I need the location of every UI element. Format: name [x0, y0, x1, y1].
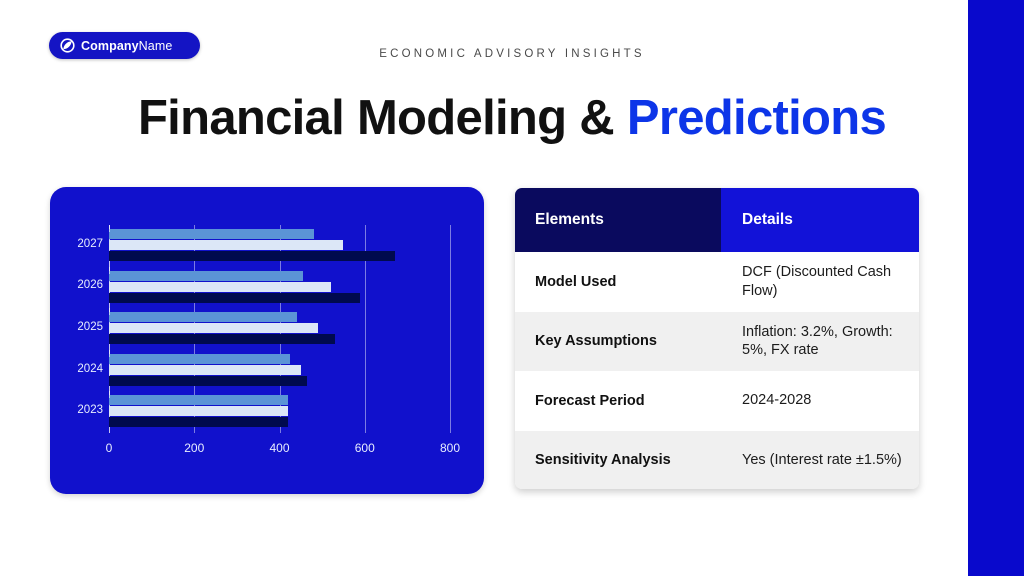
tick-stub-2025 — [109, 308, 110, 316]
bar-2027-series-1 — [109, 229, 314, 239]
gridline-800 — [450, 225, 451, 433]
bar-2023-series-1 — [109, 395, 289, 406]
tick-stub-2027 — [109, 225, 110, 232]
bar-2027-series-3 — [109, 251, 395, 261]
bar-group-2027: 2027 — [77, 225, 450, 267]
details-table-card: Elements Details Model Used DCF (Discount… — [515, 188, 919, 489]
table-cell-element: Forecast Period — [535, 392, 645, 409]
y-axis-label-2024: 2024 — [77, 362, 103, 375]
tick-stub-2024 — [109, 349, 110, 357]
table-cell-detail: DCF (Discounted Cash Flow) — [742, 264, 892, 299]
leaf-circle-logo-icon — [60, 38, 75, 53]
company-name-bold: Company — [81, 38, 139, 53]
bar-chart-plot-area: 0 200 400 600 800 2027 2026 2025 2024 2023 — [77, 225, 460, 455]
x-axis-label-400: 400 — [269, 441, 290, 455]
company-logo-text: CompanyName — [81, 39, 172, 53]
bar-group-2026: 2026 — [77, 266, 450, 309]
y-axis-label-2027: 2027 — [77, 237, 103, 250]
bar-group-2025: 2025 — [77, 308, 450, 350]
table-cell-detail: Inflation: 3.2%, Growth: 5%, FX rate — [742, 323, 893, 359]
table-cell-detail: 2024-2028 — [742, 392, 812, 409]
title-main: Financial Modeling & — [137, 91, 627, 145]
bar-group-2024: 2024 — [77, 349, 450, 392]
bar-2026-series-1 — [109, 270, 303, 281]
gridline-600 — [364, 225, 366, 433]
table-row: Forecast Period 2024-2028 — [515, 371, 919, 431]
x-axis-label-200: 200 — [184, 441, 205, 455]
table-row: Key Assumptions Inflation: 3.2%, Growth: … — [515, 311, 919, 371]
page-title: Financial Modeling & Predictions — [0, 90, 1024, 146]
bar-2023-series-3 — [109, 417, 289, 428]
bar-2023-series-2 — [109, 406, 289, 417]
bar-2026-series-2 — [109, 281, 331, 292]
y-axis-label-2026: 2026 — [77, 279, 103, 292]
eyebrow-text: ECONOMIC ADVISORY INSIGHTS — [379, 48, 645, 60]
bar-2024-series-3 — [109, 375, 308, 386]
table-header-row: Elements Details — [515, 188, 919, 252]
x-axis-label-0: 0 — [105, 441, 113, 455]
bar-2024-series-1 — [109, 353, 291, 364]
company-logo-pill[interactable]: CompanyName — [49, 32, 200, 59]
table-cell-element: Sensitivity Analysis — [535, 452, 671, 469]
table-cell-element: Model Used — [535, 273, 617, 290]
table-row: Model Used DCF (Discounted Cash Flow) — [515, 252, 919, 312]
bar-2027-series-2 — [109, 240, 344, 250]
x-axis-label-800: 800 — [439, 441, 461, 455]
x-axis-label-600: 600 — [354, 441, 375, 455]
bar-group-2023: 2023 — [77, 391, 450, 433]
tick-stub-2023 — [109, 391, 110, 399]
table-body: Model Used DCF (Discounted Cash Flow) Key … — [515, 252, 919, 489]
table-cell-detail: Yes (Interest rate ±1.5%) — [742, 451, 902, 468]
bar-2026-series-3 — [109, 292, 361, 303]
bar-chart-card: 0 200 400 600 800 2027 2026 2025 2024 2023 — [50, 187, 484, 494]
table-header-elements: Elements — [515, 188, 721, 252]
bar-2025-series-1 — [109, 312, 297, 323]
table-header-details: Details — [721, 188, 919, 252]
right-edge-accent-band — [968, 0, 1024, 576]
tick-stub-2026 — [109, 266, 110, 274]
table-row: Sensitivity Analysis Yes (Interest rate ±… — [515, 430, 919, 489]
table-cell-element: Key Assumptions — [535, 333, 657, 350]
company-name-light: Name — [138, 38, 173, 53]
bar-2025-series-2 — [109, 323, 318, 334]
bar-2025-series-3 — [109, 334, 335, 345]
bar-2024-series-2 — [109, 364, 301, 375]
y-axis-label-2025: 2025 — [77, 320, 103, 333]
y-axis-label-2023: 2023 — [77, 404, 103, 417]
title-accent: Predictions — [626, 91, 887, 145]
